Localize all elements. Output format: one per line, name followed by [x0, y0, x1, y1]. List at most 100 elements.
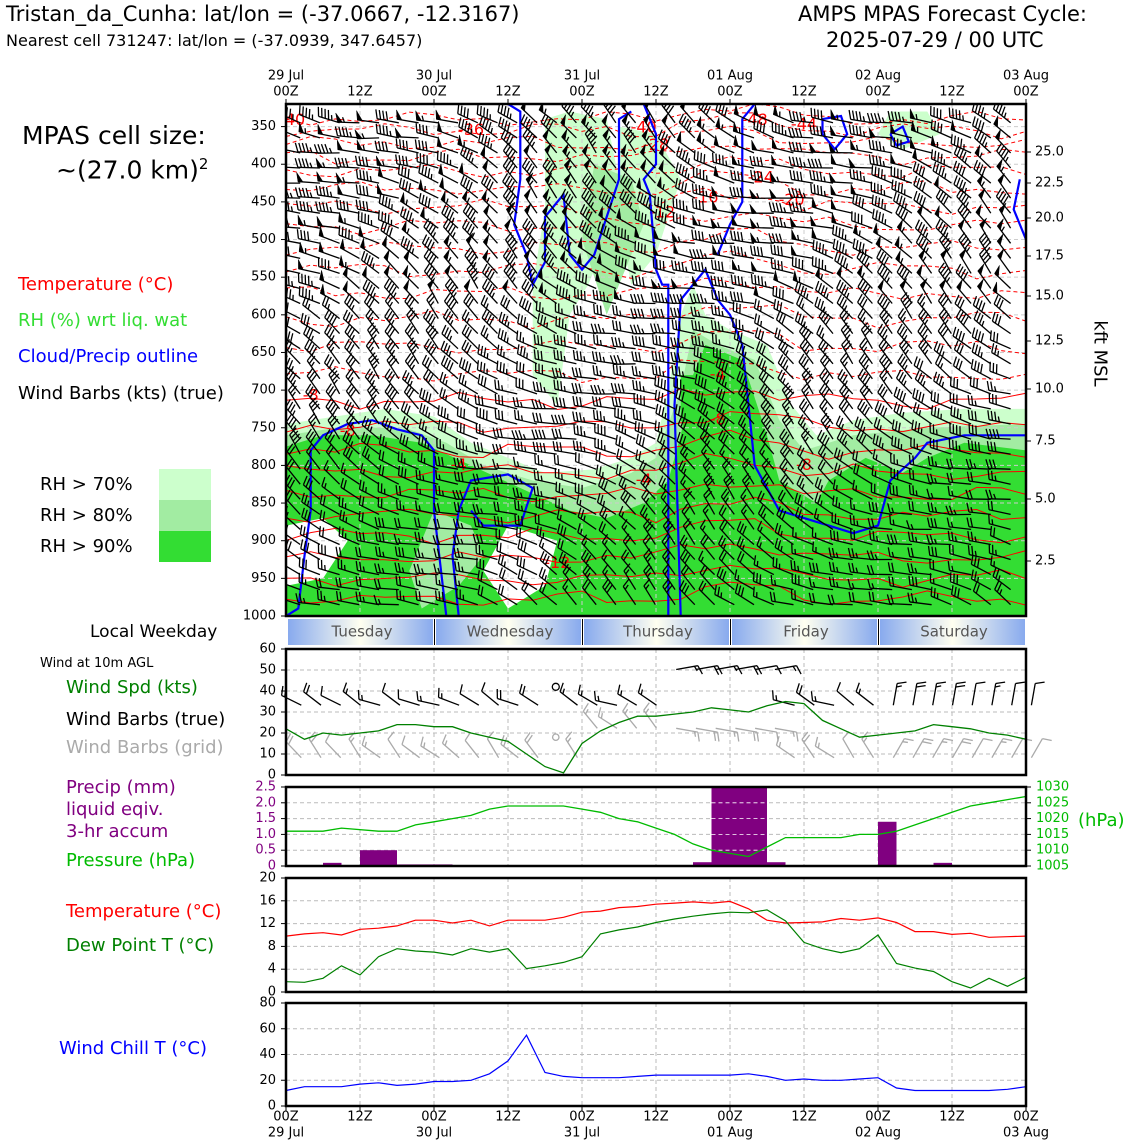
barb-feather	[486, 108, 489, 119]
barb-shaft	[870, 148, 893, 154]
barb-feather	[557, 414, 563, 425]
barb-feather	[941, 167, 945, 177]
barb-flag	[749, 218, 758, 228]
barb-feather	[686, 121, 692, 131]
barb-feather	[313, 144, 319, 154]
wind-barb	[598, 189, 617, 214]
wind-barb	[896, 219, 913, 244]
barb-flag	[751, 139, 758, 151]
wind-barb	[520, 104, 538, 124]
wind-barb	[753, 104, 775, 124]
barb-half-feather	[803, 207, 806, 213]
barb-feather	[597, 384, 602, 395]
barb-feather	[857, 399, 863, 408]
barb-feather	[467, 122, 471, 133]
barb-shaft	[791, 119, 814, 124]
barb-feather	[675, 320, 678, 330]
wind-barb	[336, 139, 360, 154]
wind-barb	[355, 199, 380, 214]
wind-barb	[544, 142, 558, 169]
barb-feather	[487, 121, 492, 132]
barb-flag	[790, 245, 797, 256]
barb-feather	[623, 126, 631, 135]
barb-half-feather	[372, 334, 377, 340]
barb-feather	[465, 179, 471, 189]
wind-barb	[594, 437, 617, 455]
wind-barb	[458, 117, 479, 139]
wind-barb	[828, 143, 853, 154]
barb-feather	[736, 187, 740, 197]
wind-barb	[540, 113, 558, 139]
barb-feather	[463, 293, 470, 303]
barb-feather	[809, 124, 812, 135]
barb-feather	[670, 337, 674, 347]
wind-barb	[658, 160, 676, 184]
barb-feather	[437, 405, 440, 415]
wind-barb	[553, 454, 577, 470]
barb-half-feather	[531, 141, 536, 148]
barb-feather	[568, 105, 575, 115]
barb-feather	[673, 307, 677, 318]
barb-feather	[660, 293, 665, 303]
barb-feather	[940, 123, 943, 134]
barb-half-feather	[566, 151, 571, 157]
barb-feather	[481, 278, 488, 288]
barb-feather	[761, 276, 764, 286]
barb-feather	[870, 112, 875, 123]
barb-half-feather	[835, 147, 839, 153]
barb-feather	[1002, 150, 1009, 160]
barb-half-feather	[490, 127, 493, 134]
barb-feather	[754, 274, 757, 285]
wind-barb	[769, 188, 794, 199]
barb-feather	[777, 354, 784, 364]
wind-barb	[819, 352, 834, 380]
barb-feather	[795, 127, 799, 138]
barb-flag	[465, 233, 474, 245]
barb-half-feather	[372, 394, 377, 400]
barb-feather	[641, 277, 645, 287]
barb-half-feather	[1004, 156, 1009, 163]
barb-half-feather	[421, 115, 425, 122]
wind-barb	[768, 233, 794, 244]
barb-feather	[890, 166, 892, 176]
wind-barb	[991, 343, 1011, 365]
barb-feather	[858, 353, 866, 362]
barb-feather	[572, 395, 576, 406]
barb-feather	[616, 365, 619, 375]
barb-feather	[788, 156, 792, 166]
barb-flag	[396, 109, 403, 121]
barb-feather	[325, 202, 329, 213]
barb-half-feather	[511, 201, 516, 208]
barb-flag	[458, 162, 464, 175]
barb-feather	[921, 182, 926, 192]
barb-feather	[810, 107, 813, 118]
barb-flag	[815, 266, 820, 279]
barb-half-feather	[369, 176, 372, 182]
barb-feather	[337, 157, 342, 168]
barb-feather	[814, 158, 819, 169]
wind-barb	[789, 169, 814, 184]
barb-feather	[484, 135, 488, 146]
wind-barb	[787, 187, 814, 199]
barb-feather	[976, 131, 982, 141]
barb-feather	[740, 292, 744, 303]
barb-feather	[753, 170, 757, 181]
cloud-outline	[286, 419, 448, 616]
barb-flag	[315, 158, 324, 168]
barb-feather	[658, 366, 662, 376]
barb-flag	[830, 109, 837, 121]
wind-barb	[770, 258, 794, 275]
barb-feather	[587, 105, 594, 115]
barb-feather	[306, 202, 310, 212]
wind-barb	[286, 166, 301, 169]
barb-feather	[1001, 106, 1006, 116]
barb-shaft	[791, 150, 814, 154]
barb-feather	[539, 442, 543, 453]
barb-flag	[544, 142, 552, 155]
barb-feather	[996, 142, 1003, 152]
barb-flag	[415, 110, 422, 121]
wind-barb	[438, 163, 459, 184]
barb-flag	[658, 144, 665, 157]
barb-feather	[660, 131, 666, 141]
barb-feather	[488, 181, 494, 191]
